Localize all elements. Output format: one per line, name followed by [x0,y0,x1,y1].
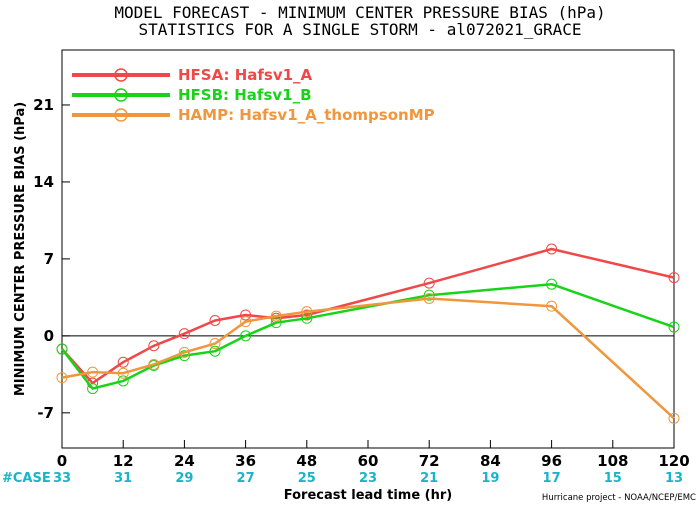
data-point [423,292,435,304]
x-tick-label: 60 [358,452,379,470]
data-point [301,312,313,324]
chart-subtitle: STATISTICS FOR A SINGLE STORM - al072021… [138,20,581,39]
series-2 [56,278,680,395]
legend-item: HFSA: Hafsv1_A [72,66,313,84]
legend-item: HFSB: Hafsv1_B [72,86,312,104]
data-point [270,317,282,329]
case-count: 29 [175,471,193,486]
data-point [209,345,221,357]
chart-title: MODEL FORECAST - MINIMUM CENTER PRESSURE… [114,3,605,22]
legend: HFSA: Hafsv1_A HFSB: Hafsv1_B HAMP: Hafsv1… [72,66,435,124]
y-tick-label: -7 [37,404,54,422]
legend-label: HFSA: Hafsv1_A [178,66,313,84]
data-point [301,309,313,321]
y-axis-ticks: -7 0 7 14 21 [33,96,70,422]
data-point [148,358,160,370]
credit-text: Hurricane project - NOAA/NCEP/EMC [542,493,696,503]
data-point [546,243,558,255]
case-count: 33 [53,471,71,486]
data-point [209,314,221,326]
x-tick-label: 12 [113,452,134,470]
legend-label: HAMP: Hafsv1_A_thompsonMP [178,106,435,124]
data-point [178,328,190,340]
x-axis-label: Forecast lead time (hr) [284,488,452,503]
y-tick-label: 0 [44,327,54,345]
data-point [301,306,313,318]
x-tick-label: 108 [597,452,628,470]
x-axis-ticks: 0 12 24 36 48 60 72 84 96 108 120 [57,440,690,470]
data-point [56,372,68,384]
legend-item: HAMP: Hafsv1_A_thompsonMP [72,106,435,124]
legend-marker [114,88,128,102]
data-point [546,278,558,290]
case-count: 13 [665,471,683,486]
y-axis-label: MINIMUM CENTER PRESSURE BIAS (hPa) [13,102,28,396]
x-tick-label: 36 [235,452,256,470]
case-count-row: #CASE 33 31 29 27 25 23 21 19 17 15 13 [2,471,683,486]
data-point [240,330,252,342]
case-count: 21 [420,471,438,486]
y-tick-label: 14 [33,173,54,191]
case-count: 15 [604,471,622,486]
case-count: 25 [298,471,316,486]
data-point [87,383,99,395]
data-point [117,356,129,368]
data-point [178,350,190,362]
data-point [668,412,680,424]
y-tick-label: 21 [33,96,54,114]
y-tick-label: 7 [44,250,54,268]
case-label: #CASE [2,471,51,486]
legend-marker [114,68,128,82]
data-point [546,300,558,312]
data-point [423,277,435,289]
x-tick-label: 84 [480,452,501,470]
data-point [178,346,190,358]
data-point [209,338,221,350]
case-count: 27 [237,471,255,486]
series-line [61,247,675,385]
x-tick-label: 0 [57,452,67,470]
series-line [61,297,675,420]
case-count: 31 [114,471,132,486]
series-3 [56,292,680,424]
legend-label: HFSB: Hafsv1_B [178,86,312,104]
data-point [668,272,680,284]
case-count: 23 [359,471,377,486]
series-1 [56,243,680,389]
data-point [117,375,129,387]
data-point [270,310,282,322]
x-tick-label: 120 [658,452,689,470]
series-layer [56,243,680,424]
data-point [240,309,252,321]
data-point [117,367,129,379]
data-point [56,343,68,355]
x-tick-label: 48 [296,452,317,470]
case-count: 17 [543,471,561,486]
x-tick-label: 24 [174,452,195,470]
data-point [240,316,252,328]
data-point [148,340,160,352]
case-count: 19 [481,471,499,486]
data-point [668,321,680,333]
data-point [87,366,99,378]
legend-marker [114,108,128,122]
x-tick-label: 72 [419,452,440,470]
data-point [423,289,435,301]
x-tick-label: 96 [541,452,562,470]
